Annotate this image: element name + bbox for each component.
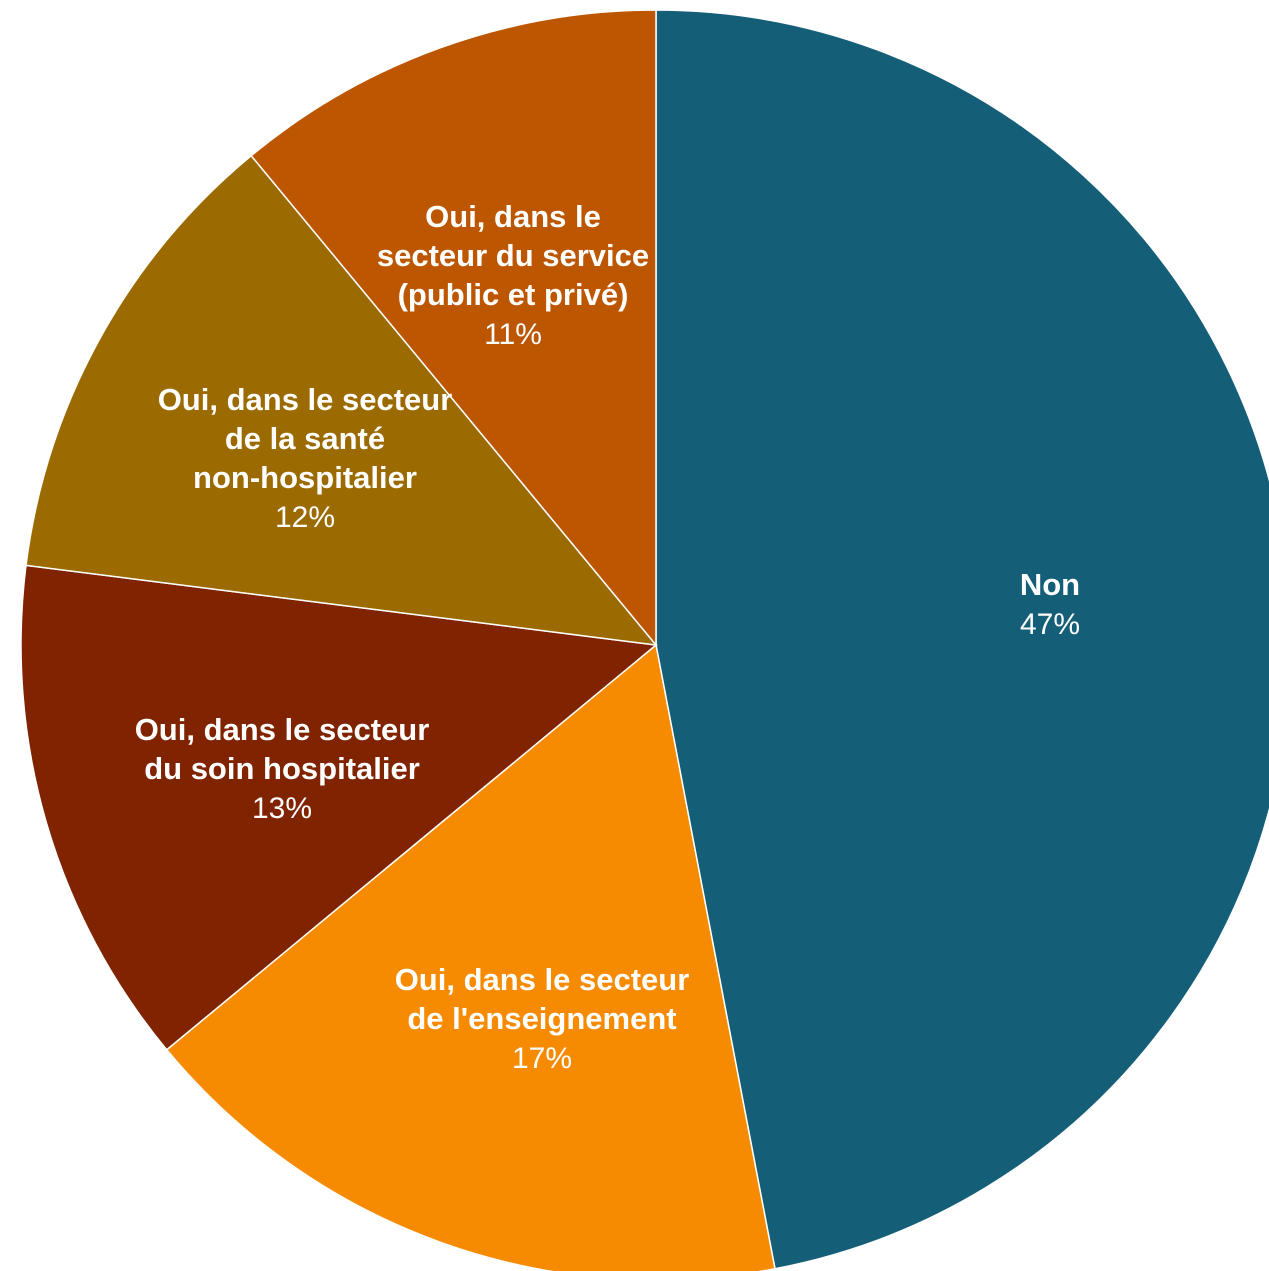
- slice-label-1: Non 47%: [1020, 567, 1080, 641]
- pie-slice-2: [165, 643, 776, 1271]
- slice-label-2: Oui, dans le secteur de l'enseignement 17%: [395, 962, 690, 1075]
- pie-slice-4: [25, 154, 658, 646]
- slice-label-5: Oui, dans le secteur du service (public et…: [377, 199, 649, 351]
- slice-label-text: Oui, dans le secteur: [135, 712, 430, 747]
- pie-slice-1: [655, 9, 1269, 1270]
- slice-percent-label: 11%: [484, 318, 542, 351]
- slice-label-text: Oui, dans le secteur: [395, 962, 690, 997]
- slice-percent-label: 12%: [275, 501, 335, 534]
- slice-label-text: de l'enseignement: [407, 1001, 676, 1036]
- pie-slices: [20, 9, 1269, 1271]
- slice-percent-label: 47%: [1020, 608, 1080, 641]
- slice-label-text: (public et privé): [398, 277, 629, 312]
- pie-slice-3: [20, 564, 658, 1051]
- slice-label-text: non-hospitalier: [193, 460, 417, 495]
- slice-label-4: Oui, dans le secteur de la santé non-hospi…: [158, 382, 453, 534]
- slice-label-text: Oui, dans le: [425, 199, 601, 234]
- slice-percent-label: 17%: [512, 1042, 572, 1075]
- slice-label-3: Oui, dans le secteur du soin hospitalier 1…: [135, 712, 430, 825]
- slice-label-text: du soin hospitalier: [144, 751, 420, 786]
- slice-label-text: secteur du service: [377, 238, 649, 273]
- pie-labels: Non 47% Oui, dans le secteur de l'enseignem…: [135, 199, 1080, 1075]
- slice-label-text: Oui, dans le secteur: [158, 382, 453, 417]
- pie-slice-5: [250, 9, 657, 648]
- slice-label-text: Non: [1020, 567, 1080, 602]
- slice-label-text: de la santé: [225, 421, 385, 456]
- slice-percent-label: 13%: [252, 792, 312, 825]
